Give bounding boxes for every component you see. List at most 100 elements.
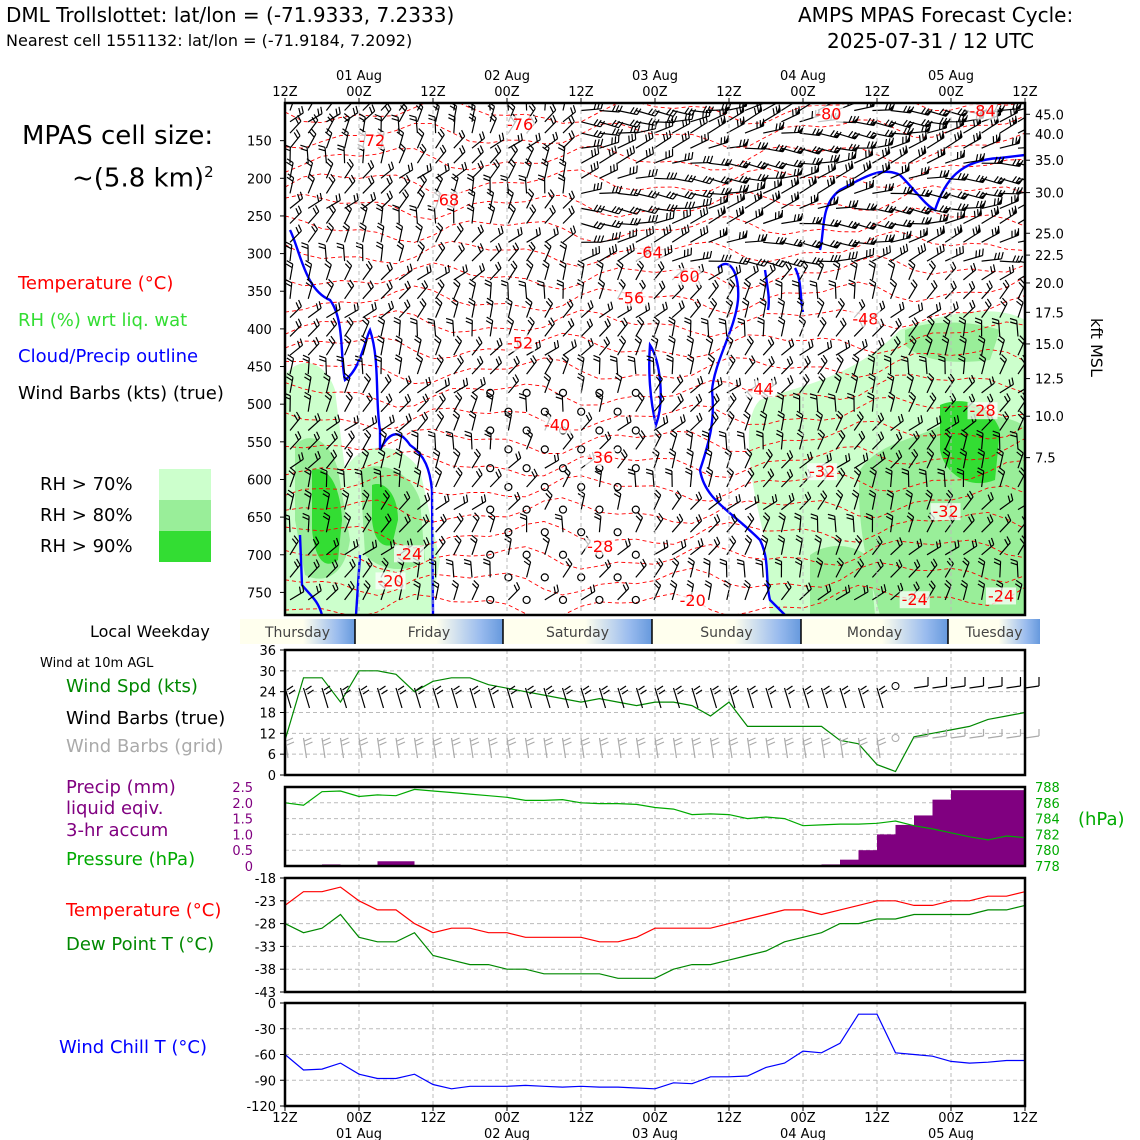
wind-barb [435, 377, 450, 394]
wind-barb [799, 339, 814, 356]
wind-barb [380, 161, 395, 179]
wind-barb [453, 494, 469, 511]
wind-barb [887, 259, 896, 281]
wind-barb [627, 355, 637, 375]
wind-barb [835, 430, 846, 450]
wspd-y-tick-label: 36 [259, 644, 276, 659]
wind-barb-flag [958, 225, 962, 234]
wind-barb [614, 372, 623, 394]
wind-barb [409, 205, 418, 224]
sfc-wind-barb [839, 685, 851, 709]
sfc-wind-barb [450, 685, 462, 709]
wind-barb [690, 108, 711, 123]
wind-barb [908, 391, 917, 412]
temp-y-tick-label: -43 [255, 986, 276, 1001]
wind-barb [599, 219, 624, 229]
wind-barb [777, 534, 786, 555]
wind-barb [690, 155, 714, 164]
wind-barb [850, 372, 859, 394]
wind-barb [781, 191, 800, 209]
bottom-time-tick-label: 00Z [790, 1111, 816, 1126]
weekday-name: Friday [408, 625, 450, 641]
wind-barb [380, 190, 393, 209]
precip-bar [988, 790, 1007, 866]
temp-label-bg [930, 503, 961, 521]
temp-label-bg [375, 572, 406, 590]
wind-barb [471, 512, 480, 533]
wind-barb [744, 534, 753, 556]
wind-barb [544, 205, 556, 224]
wind-barb [665, 468, 673, 488]
wind-barb-flag [997, 157, 1004, 164]
wind-barb [708, 377, 723, 394]
wind-barb [703, 557, 711, 578]
sfc-wind-barb [950, 677, 966, 689]
wind-barb [416, 298, 427, 318]
wind-barb [976, 429, 984, 450]
wind-barb [760, 534, 769, 555]
wind-barb [744, 233, 768, 243]
wind-barb [890, 537, 903, 556]
sfc-grid-wind-barb [672, 737, 683, 759]
wind-barb [653, 130, 672, 149]
wind-barb [451, 297, 459, 318]
temp-contour-label: -60 [674, 267, 700, 286]
wind-barb [577, 372, 585, 394]
wind-barb [908, 430, 920, 450]
wind-barb [380, 414, 395, 431]
wind-barb [744, 264, 759, 281]
wind-barb [708, 264, 723, 281]
wind-barb [519, 513, 528, 533]
wind-barb-flag [904, 146, 908, 155]
wind-barb [690, 132, 710, 149]
wind-barb [780, 261, 793, 281]
wind-barb [518, 393, 528, 412]
wind-barb [704, 448, 713, 469]
pressure-tick-label: 750 [247, 586, 272, 601]
wind-barb [777, 410, 785, 431]
wind-barb [507, 260, 518, 281]
wind-barb [325, 113, 335, 134]
wind-barb [562, 115, 575, 134]
wind-barb [757, 317, 765, 337]
wind-barb [380, 490, 390, 510]
sfc-wind-barb [820, 685, 832, 709]
wind-barb-flag [906, 188, 913, 194]
wind-barb [672, 247, 692, 262]
wind-barb [653, 148, 674, 164]
wind-barb [687, 557, 695, 578]
wspd-y-tick-label: 0 [268, 769, 276, 784]
wind-barb [653, 415, 669, 432]
wind-barb [653, 108, 678, 117]
wind-barb [489, 225, 504, 243]
kft-tick-label: 7.5 [1035, 452, 1056, 467]
wind-barb [453, 278, 461, 300]
pressure-tick-label: 450 [247, 361, 272, 376]
pressure-tick-label: 600 [247, 473, 272, 488]
legend-rh90: RH > 90% [40, 536, 133, 557]
wind-barb [635, 130, 654, 149]
wind-barb [544, 297, 554, 318]
wind-barb [435, 410, 445, 431]
sfc-grid-wind-barb [932, 729, 948, 739]
wind-barb [617, 125, 641, 134]
wind-barb [416, 411, 429, 431]
wind-barb [872, 451, 886, 469]
temperature-contour [285, 321, 1025, 360]
wind-barb [671, 300, 685, 319]
precip-bar [932, 799, 951, 866]
wind-barb-flag [942, 111, 950, 117]
wind-barb [344, 158, 354, 179]
kft-tick-label: 45.0 [1035, 108, 1064, 123]
wind-barb [671, 557, 680, 578]
wind-barb [464, 430, 473, 450]
wind-barb [580, 584, 596, 601]
wind-barb [581, 138, 604, 149]
wind-barb [435, 535, 446, 556]
wind-barb [708, 279, 719, 300]
wind-barb [1017, 177, 1025, 181]
wind-barb-flag [741, 193, 745, 201]
wind-barb [324, 128, 333, 149]
wind-barb [471, 145, 484, 164]
wind-barb [411, 430, 419, 450]
